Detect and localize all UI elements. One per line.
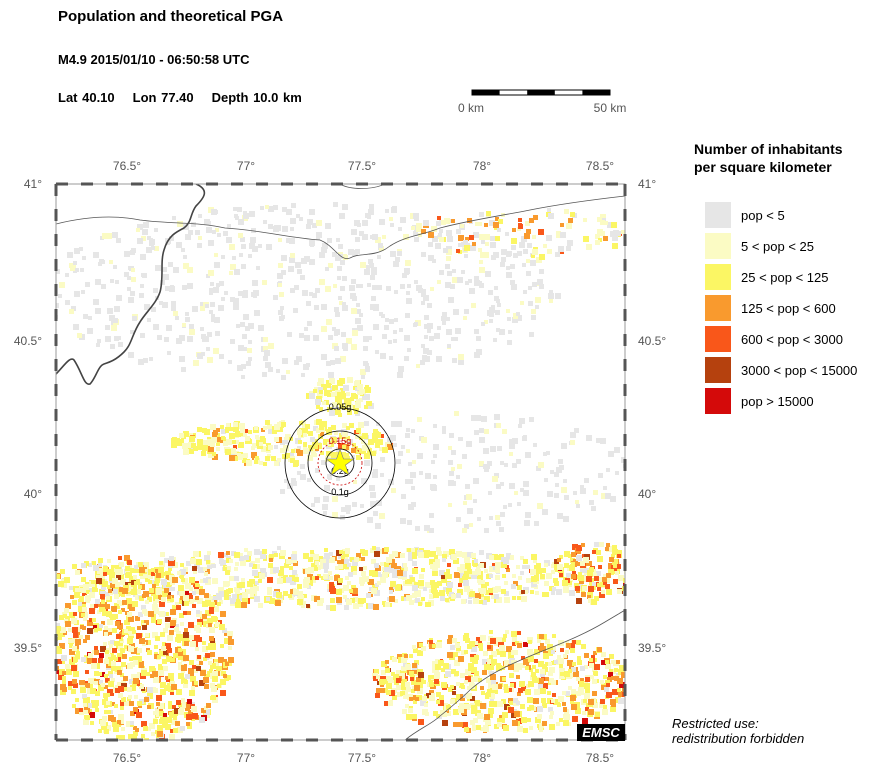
event-info: M4.9 2015/01/10 - 06:50:58 UTC (58, 52, 250, 67)
legend-label: 5 < pop < 25 (741, 238, 815, 254)
lon-tick: 76.5° (113, 751, 141, 765)
legend-item: pop > 15000 (705, 388, 814, 414)
lat-tick: 40° (638, 487, 656, 501)
legend-item: 5 < pop < 25 (705, 233, 814, 259)
legend-swatch (705, 264, 731, 290)
legend-label: 125 < pop < 600 (741, 300, 836, 316)
legend-swatch (705, 233, 731, 259)
restriction-note: Restricted use: redistribution forbidden (672, 716, 804, 746)
lon-tick: 77.5° (348, 159, 376, 173)
lon-ticks-top: 76.5° 77° 77.5° 78° 78.5° (113, 159, 614, 173)
restriction-line2: redistribution forbidden (672, 731, 805, 746)
legend-item: 25 < pop < 125 (705, 264, 828, 290)
lon-tick: 78.5° (586, 159, 614, 173)
legend-label: pop > 15000 (741, 393, 814, 409)
emsc-badge: EMSC (577, 724, 625, 741)
legend-label: 25 < pop < 125 (741, 269, 829, 285)
scale-end: 50 km (594, 101, 627, 115)
pga-circles: 0.05g 0.15g 0.2g 0.1g (284, 402, 396, 519)
map-area: 0.05g 0.15g 0.2g 0.1g (56, 184, 625, 740)
country-border (56, 184, 206, 385)
legend-title-line1: Number of inhabitants (694, 141, 843, 157)
pga-label-02: 0.2g (331, 466, 349, 476)
legend-swatch (705, 357, 731, 383)
lat-value: Lat 40.10 (58, 90, 115, 105)
restriction-line1: Restricted use: (672, 716, 759, 731)
lon-tick: 77° (237, 751, 255, 765)
legend-title: Number of inhabitants per square kilomet… (694, 140, 843, 176)
pga-circle-01 (307, 430, 373, 496)
river-line (404, 609, 625, 740)
country-border-thin (56, 195, 625, 260)
lat-tick: 40.5° (14, 334, 42, 348)
legend-title-line2: per square kilometer (694, 159, 832, 175)
pga-label-01: 0.1g (331, 487, 349, 497)
lat-tick: 39.5° (14, 641, 42, 655)
pga-label-005: 0.05g (329, 402, 352, 412)
legend-item: 3000 < pop < 15000 (705, 357, 857, 383)
pga-circle-015 (317, 440, 363, 486)
depth-value: Depth 10.0 km (211, 90, 302, 105)
lat-tick: 41° (638, 177, 656, 191)
lat-tick: 40.5° (638, 334, 666, 348)
legend-swatch (705, 295, 731, 321)
pga-circle-005 (284, 407, 396, 519)
scale-start: 0 km (458, 101, 484, 115)
legend-label: 3000 < pop < 15000 (741, 362, 858, 378)
lon-tick: 77.5° (348, 751, 376, 765)
legend-item: 125 < pop < 600 (705, 295, 836, 321)
lat-tick: 41° (24, 177, 42, 191)
map-frame (54, 182, 627, 742)
legend-label: pop < 5 (741, 207, 785, 223)
lat-ticks-right: 41° 40.5° 40° 39.5° (638, 177, 666, 655)
legend-item: pop < 5 (705, 202, 785, 228)
lat-tick: 39.5° (638, 641, 666, 655)
lon-value: Lon 77.40 (132, 90, 194, 105)
lon-tick: 78° (473, 751, 491, 765)
location-info: Lat 40.10 Lon 77.40 Depth 10.0 km (58, 90, 320, 105)
lon-tick: 78° (473, 159, 491, 173)
lat-ticks-left: 41° 40.5° 40° 39.5° (14, 177, 42, 655)
lon-tick: 78.5° (586, 751, 614, 765)
map-title: Population and theoretical PGA (58, 8, 284, 25)
epicenter-star-icon (325, 448, 355, 476)
legend-item: 600 < pop < 3000 (705, 326, 843, 352)
lon-tick: 76.5° (113, 159, 141, 173)
legend-swatch (705, 388, 731, 414)
legend-swatch (705, 202, 731, 228)
legend-label: 600 < pop < 3000 (741, 331, 843, 347)
lat-tick: 40° (24, 487, 42, 501)
pga-label-015: 0.15g (329, 436, 352, 446)
population-density-layer (56, 202, 625, 740)
lon-ticks-bottom: 76.5° 77° 77.5° 78° 78.5° (113, 751, 614, 765)
legend-swatch (705, 326, 731, 352)
scale-bar: 0 km 50 km (458, 89, 627, 115)
lon-tick: 77° (237, 159, 255, 173)
